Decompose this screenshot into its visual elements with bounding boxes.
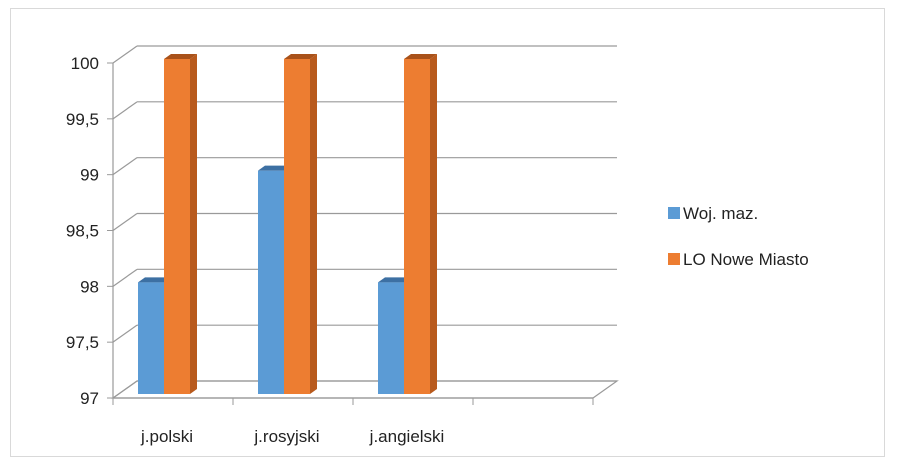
bars [138,54,437,394]
x-tick-label: j.rosyjski [253,427,319,446]
bar-top [284,54,317,59]
y-tick-label: 98 [80,277,99,296]
gridline-depth [112,157,138,176]
legend: Woj. maz. LO Nowe Miasto [668,204,809,269]
gridline-depth [112,45,138,64]
x-tick-label: j.polski [140,427,193,446]
axes [107,62,594,405]
y-tick-label: 97,5 [66,333,99,352]
y-tick-label: 100 [71,54,99,73]
gridline-depth [112,101,138,120]
gridline-depth [112,324,138,343]
bar [164,59,190,394]
gridlines [112,45,617,399]
bar-top [404,54,437,59]
bar-top [138,277,171,283]
bar [258,170,284,394]
bar-top [378,277,411,283]
y-tick-label: 99,5 [66,110,99,129]
gridline-depth [112,268,138,287]
legend-swatch [668,207,680,219]
y-tick-label: 97 [80,389,99,408]
x-tick-label: j.angielski [369,427,445,446]
y-tick-labels: 97 97,5 98 98,5 99 99,5 100 [66,54,99,408]
bar [378,282,404,394]
legend-label: Woj. maz. [683,204,758,223]
gridline-depth [112,213,138,231]
bar-top [164,54,197,59]
bar [138,282,164,394]
bar-side [430,54,437,394]
y-tick-label: 99 [80,166,99,185]
bar [404,59,430,394]
bar-top [258,165,291,171]
bar [284,59,310,394]
bar-side [190,54,197,394]
legend-swatch [668,253,680,265]
chart-frame [10,8,885,457]
gridline-depth [112,380,138,399]
bar-side [310,54,317,394]
y-tick-label: 98,5 [66,222,99,241]
legend-label: LO Nowe Miasto [683,250,809,269]
x-tick-labels: j.polski j.rosyjski j.angielski [140,427,444,446]
